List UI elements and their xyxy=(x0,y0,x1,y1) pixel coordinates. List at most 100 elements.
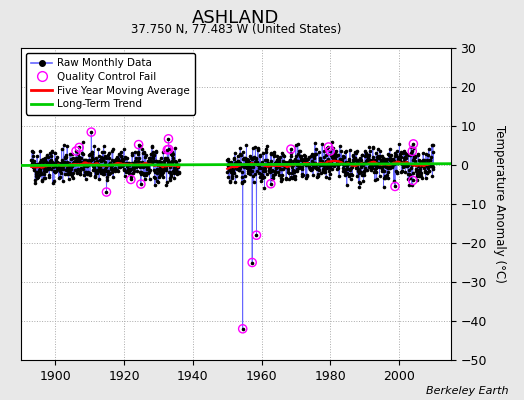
Point xyxy=(59,162,68,169)
Point xyxy=(47,166,55,172)
Point xyxy=(92,160,100,166)
Point xyxy=(253,158,261,165)
Point xyxy=(340,154,348,160)
Point xyxy=(126,166,134,173)
Point xyxy=(291,142,300,148)
Point xyxy=(233,152,242,159)
Point xyxy=(340,162,348,169)
Point xyxy=(361,166,369,173)
Point xyxy=(389,161,398,167)
Point xyxy=(313,174,321,180)
Point xyxy=(394,160,402,166)
Point xyxy=(72,148,80,154)
Point xyxy=(37,170,45,176)
Point xyxy=(406,172,414,178)
Point xyxy=(164,136,172,142)
Point xyxy=(368,144,377,151)
Point xyxy=(267,176,276,182)
Point xyxy=(46,159,54,166)
Point xyxy=(70,161,78,167)
Point xyxy=(388,156,397,162)
Point xyxy=(418,162,427,168)
Point xyxy=(241,155,249,162)
Point xyxy=(339,165,347,171)
Point xyxy=(107,162,115,169)
Point xyxy=(60,142,68,148)
Point xyxy=(50,168,58,174)
Point xyxy=(102,155,110,161)
Point xyxy=(121,154,129,160)
Point xyxy=(49,162,58,168)
Point xyxy=(242,142,250,148)
Point xyxy=(252,160,260,166)
Point xyxy=(324,159,332,165)
Point xyxy=(160,164,169,170)
Point xyxy=(412,166,421,173)
Point xyxy=(381,164,390,170)
Point xyxy=(119,157,128,163)
Point xyxy=(405,171,413,178)
Point xyxy=(84,171,93,178)
Point xyxy=(166,177,174,183)
Point xyxy=(364,153,372,160)
Point xyxy=(114,168,122,174)
Point xyxy=(141,176,149,182)
Point xyxy=(369,143,377,150)
Point xyxy=(157,166,166,172)
Point xyxy=(46,158,54,164)
Point xyxy=(85,170,94,177)
Point xyxy=(429,163,438,170)
Point xyxy=(229,167,237,173)
Point xyxy=(330,157,338,164)
Point xyxy=(337,148,345,155)
Point xyxy=(171,145,179,152)
Point xyxy=(258,172,266,178)
Point xyxy=(374,153,383,159)
Point xyxy=(93,167,102,173)
Point xyxy=(110,158,118,164)
Point xyxy=(124,160,133,166)
Point xyxy=(313,172,322,179)
Point xyxy=(123,155,132,162)
Point xyxy=(153,166,161,173)
Point xyxy=(60,158,69,165)
Point xyxy=(421,175,430,181)
Point xyxy=(347,164,355,171)
Point xyxy=(378,153,387,159)
Point xyxy=(158,171,167,177)
Point xyxy=(165,159,173,165)
Point xyxy=(278,150,286,156)
Point xyxy=(269,150,278,157)
Point xyxy=(52,158,61,165)
Point xyxy=(167,173,175,179)
Point xyxy=(402,160,411,167)
Point xyxy=(380,175,388,182)
Point xyxy=(133,161,141,168)
Point xyxy=(342,159,350,166)
Point xyxy=(308,158,316,164)
Point xyxy=(153,178,161,184)
Point xyxy=(105,150,113,156)
Point xyxy=(380,168,389,174)
Point xyxy=(247,168,256,174)
Point xyxy=(113,155,121,161)
Point xyxy=(109,174,117,180)
Point xyxy=(74,155,83,161)
Point xyxy=(351,149,359,156)
Point xyxy=(348,160,357,166)
Point xyxy=(365,144,374,150)
Point xyxy=(108,146,117,152)
Point xyxy=(119,167,128,174)
Point xyxy=(139,172,148,178)
Point xyxy=(223,168,232,175)
Point xyxy=(29,149,37,156)
Point xyxy=(156,172,165,178)
Point xyxy=(135,158,144,165)
Point xyxy=(165,146,173,152)
Point xyxy=(290,175,298,181)
Point xyxy=(156,168,164,175)
Point xyxy=(240,178,248,185)
Point xyxy=(391,183,399,190)
Point xyxy=(375,163,383,169)
Point xyxy=(249,172,257,179)
